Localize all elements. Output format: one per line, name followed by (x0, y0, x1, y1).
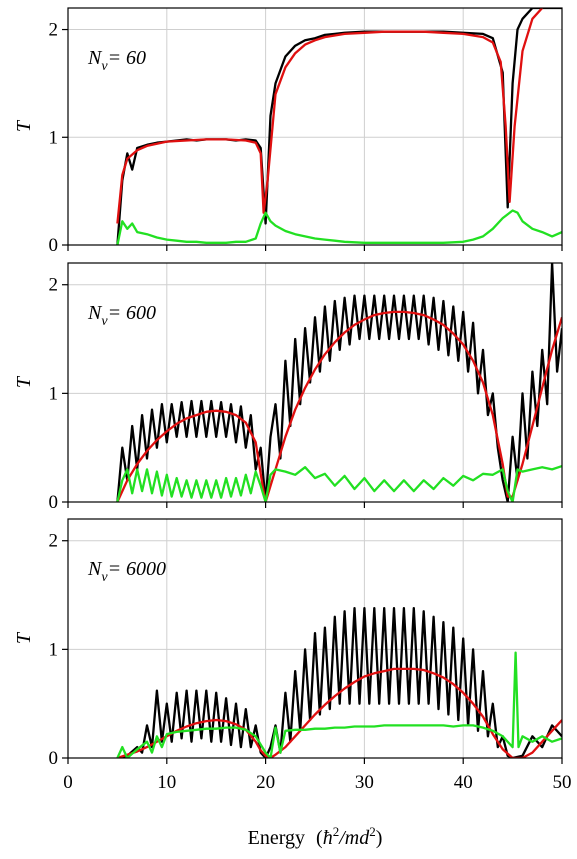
panel-label: Nv= 600 (87, 302, 156, 329)
series-line-1 (117, 606, 562, 758)
x-axis-title-hbar: ħ (323, 827, 333, 849)
x-axis-title-main: Energy (248, 827, 305, 849)
x-tick-label: 40 (454, 772, 473, 793)
panel-1: 0 1 2 T Nv= 60 (13, 7, 563, 256)
x-tick-label: 20 (256, 772, 275, 793)
panel-label-n: N (87, 47, 103, 69)
x-axis-title-mid: /md (338, 827, 370, 849)
y-tick-label: 0 (49, 492, 59, 513)
plot-frame (67, 262, 563, 503)
y-tick-label: 1 (49, 127, 59, 148)
panel-label-sub: v (101, 570, 108, 585)
series-line-2 (117, 667, 562, 758)
x-tick-label: 10 (157, 772, 176, 793)
x-tick-label: 50 (553, 772, 572, 793)
plot-frame (67, 7, 563, 246)
x-axis-title-open: ( (316, 827, 323, 849)
x-axis-title-exp1: 2 (333, 824, 340, 839)
series-line-1 (116, 263, 562, 502)
x-axis-title-exp2: 2 (369, 824, 376, 839)
panel-label-n: N (87, 558, 103, 580)
x-axis-title: Energy (ħ2/md2) (248, 824, 383, 849)
panel-label-sub: v (101, 314, 108, 329)
panel-label-value: = 60 (108, 47, 147, 69)
x-axis-title-close: ) (376, 827, 383, 849)
y-tick-label: 0 (49, 235, 59, 256)
y-axis-title: T (13, 119, 35, 132)
panel-2: 0 1 2 T Nv= 600 (13, 262, 563, 513)
y-tick-label: 2 (49, 275, 59, 296)
series-line-1 (116, 8, 562, 245)
panel-label-n: N (87, 302, 103, 324)
panel-label-sub: v (101, 59, 108, 74)
series-line-3 (116, 465, 562, 502)
panel-label-value: = 6000 (108, 558, 167, 580)
y-tick-label: 1 (49, 639, 59, 660)
series-group (116, 263, 562, 502)
panel-label: Nv= 60 (87, 47, 146, 74)
svg-text:Energy (ħ2/md2): Energy (ħ2/md2) (248, 824, 383, 849)
y-axis-title: T (13, 631, 35, 644)
series-line-2 (116, 310, 562, 502)
panel-3: 0 1 2 T Nv= 6000 (13, 518, 563, 769)
y-tick-label: 2 (49, 531, 59, 552)
x-tick-label: 30 (355, 772, 374, 793)
series-group (116, 8, 562, 245)
panel-label-value: = 600 (108, 302, 157, 324)
y-tick-label: 0 (49, 748, 59, 769)
plot-frame (67, 518, 563, 759)
series-line-3 (116, 651, 562, 758)
series-line-3 (116, 209, 562, 245)
y-tick-label: 2 (49, 20, 59, 41)
y-axis-title: T (13, 375, 35, 388)
y-tick-label: 1 (49, 383, 59, 404)
panel-label: Nv= 6000 (87, 558, 166, 585)
series-line-2 (116, 8, 544, 224)
x-tick-label: 0 (63, 772, 73, 793)
series-group (116, 606, 562, 758)
